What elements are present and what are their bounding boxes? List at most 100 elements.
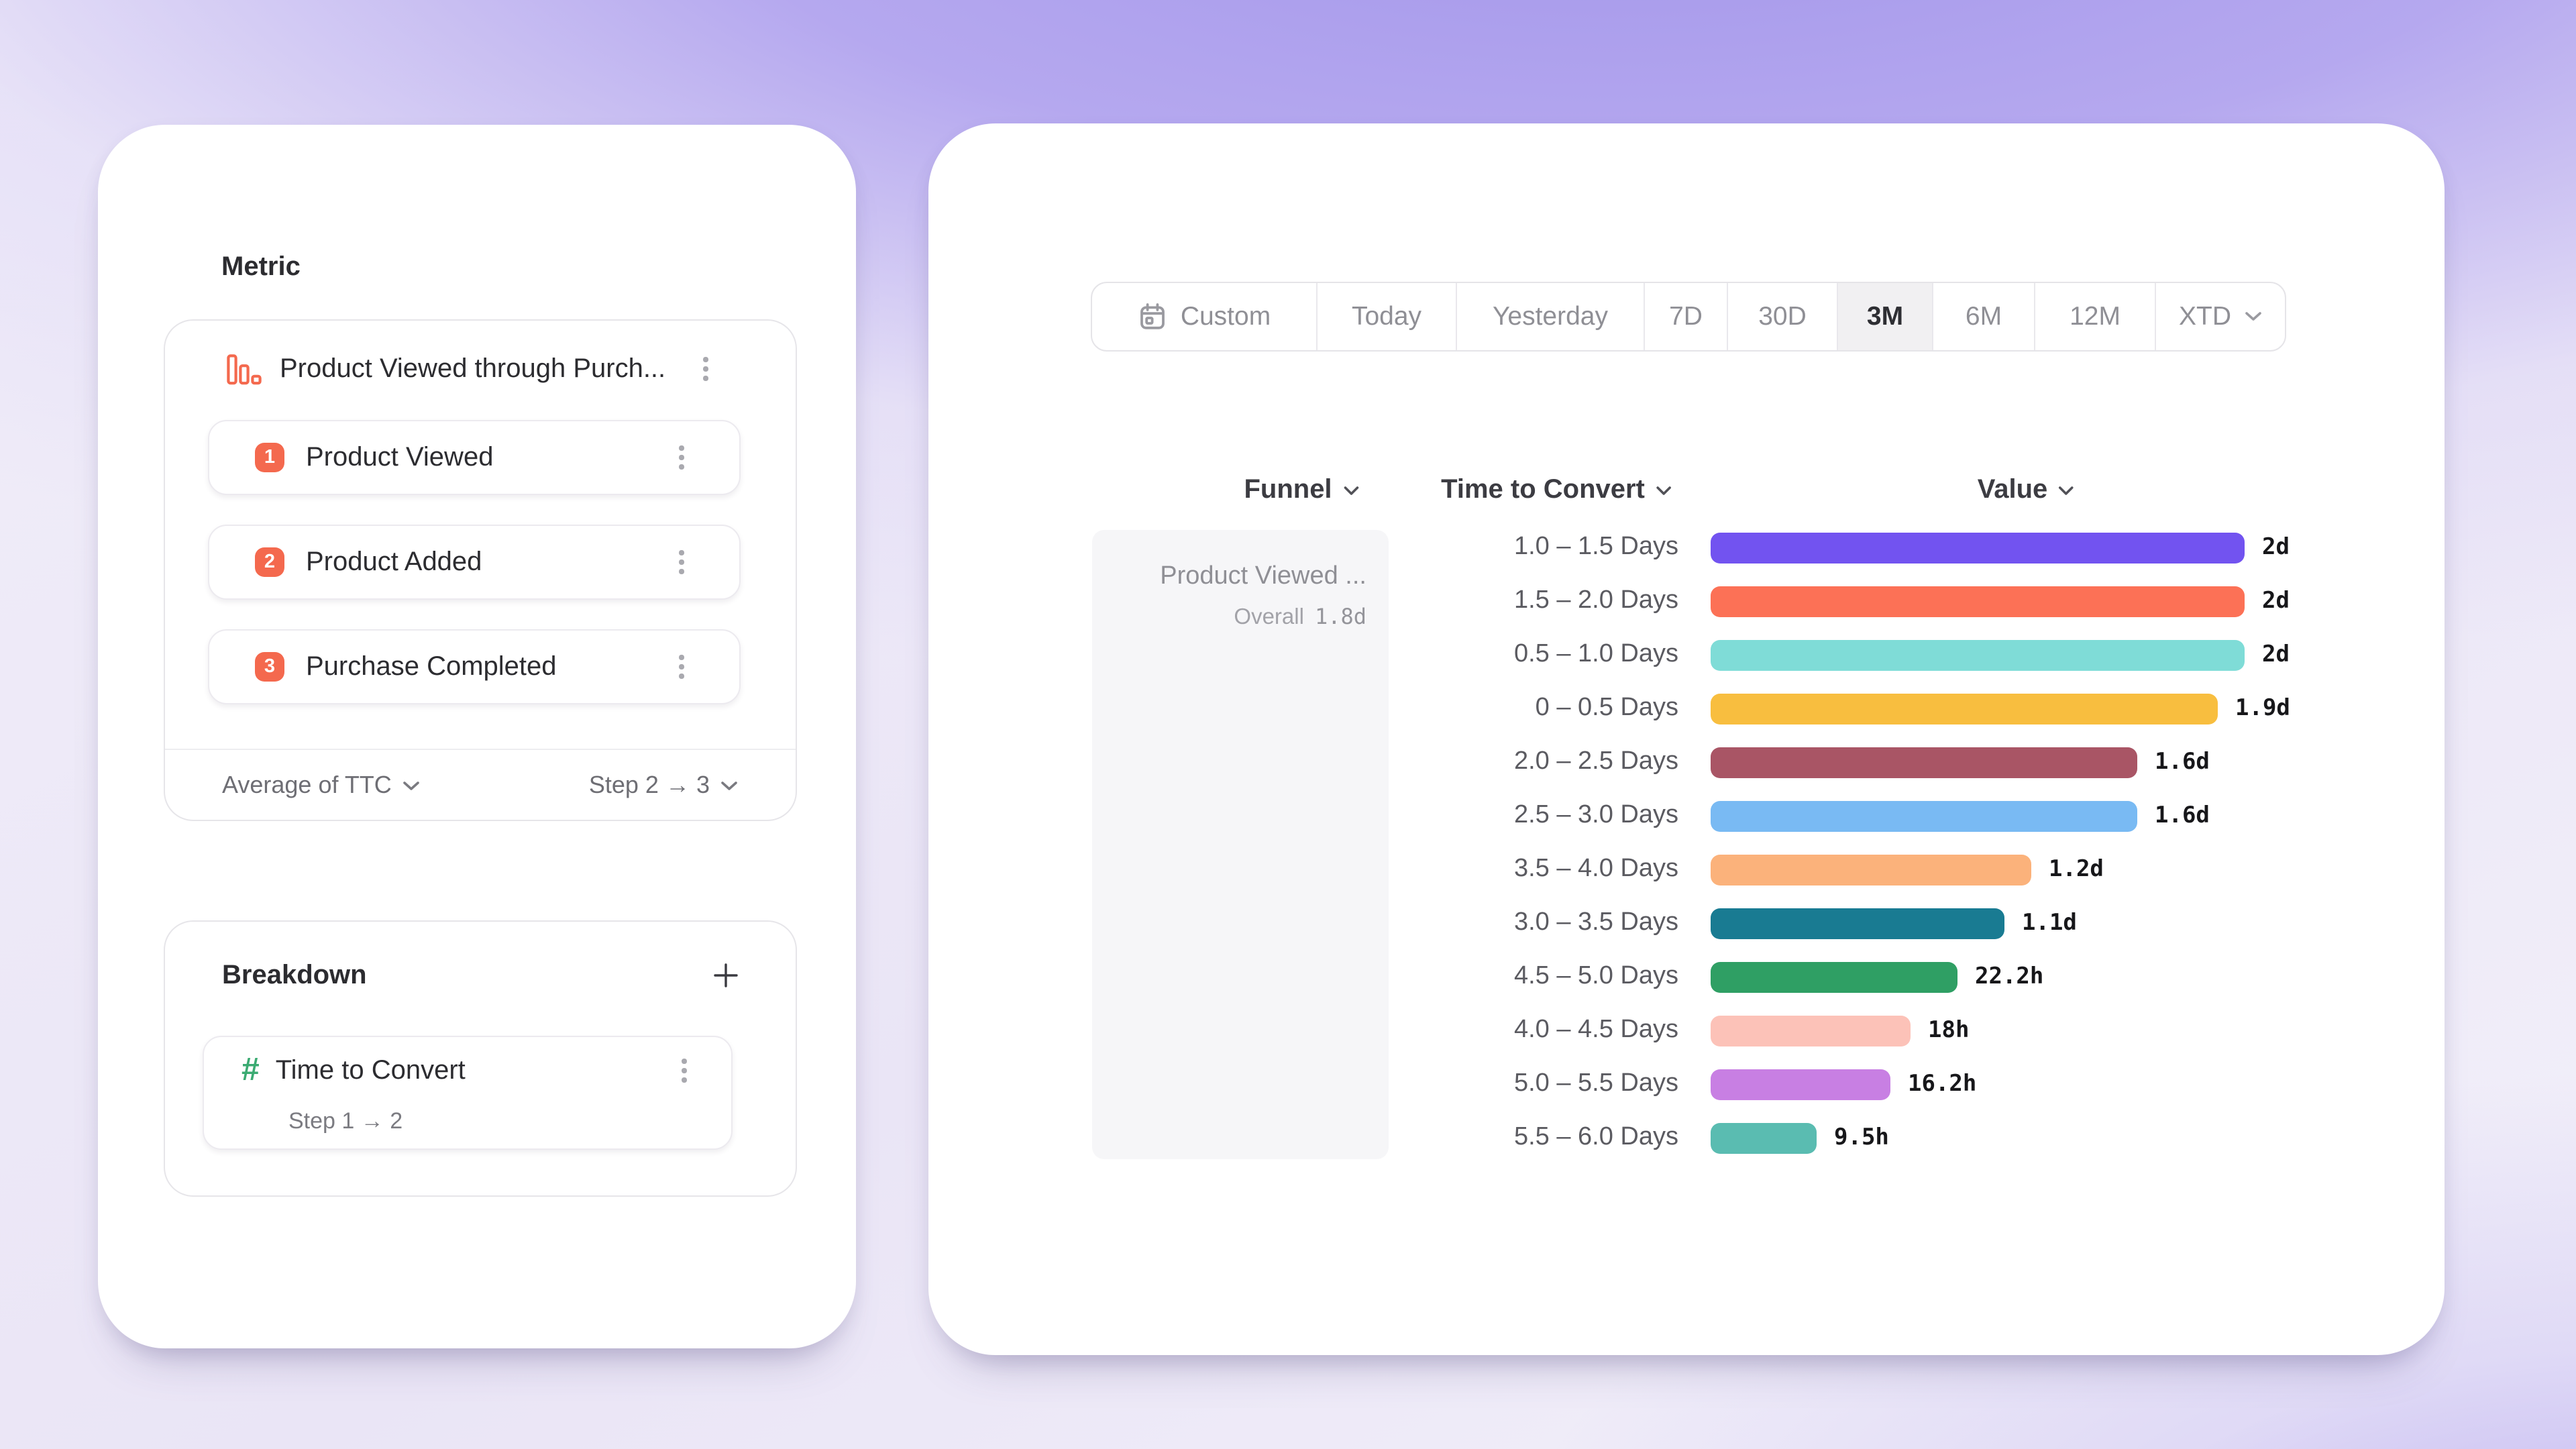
date-segment-6m[interactable]: 6M	[1933, 283, 2035, 350]
bar[interactable]	[1711, 1122, 1817, 1153]
bucket-label: 0 – 0.5 Days	[1535, 694, 1678, 722]
bar[interactable]	[1711, 1015, 1911, 1046]
overall-label: Overall	[1234, 604, 1304, 629]
breakdown-heading: Breakdown	[222, 960, 367, 989]
bar[interactable]	[1711, 854, 2031, 885]
funnel-metric-row[interactable]: Product Viewed through Purch...	[164, 331, 796, 407]
date-segment-12m[interactable]: 12M	[2035, 283, 2156, 350]
chevron-down-icon	[2059, 486, 2074, 494]
bucket-label: 2.0 – 2.5 Days	[1513, 747, 1678, 775]
bar[interactable]	[1711, 693, 2218, 724]
metric-heading: Metric	[221, 252, 301, 282]
bucket-label: 1.0 – 1.5 Days	[1513, 533, 1678, 561]
date-segment-yesterday[interactable]: Yesterday	[1457, 283, 1645, 350]
date-segment-label: Today	[1351, 301, 1422, 331]
step-number-badge: 1	[255, 443, 284, 472]
bar[interactable]	[1711, 747, 2137, 777]
breakdown-item-substep: Step 1 → 2	[288, 1108, 403, 1134]
chevron-down-icon	[1656, 486, 1671, 494]
bar-chart: 1.0 – 1.5 Days 2d 1.5 – 2.0 Days 2d 0.5 …	[1422, 521, 2290, 1165]
bar[interactable]	[1711, 1069, 1890, 1099]
chart-row: 2.5 – 3.0 Days 1.6d	[1422, 789, 2290, 843]
column-header-label: Funnel	[1244, 475, 1332, 504]
bucket-label: 2.5 – 3.0 Days	[1513, 801, 1678, 829]
bar-value: 1.6d	[2155, 802, 2210, 829]
bar-value: 2d	[2262, 534, 2290, 561]
date-segment-label: 3M	[1866, 301, 1904, 331]
step-label: Product Added	[306, 547, 482, 576]
bucket-label: 4.5 – 5.0 Days	[1513, 962, 1678, 990]
chart-row: 3.5 – 4.0 Days 1.2d	[1422, 843, 2290, 896]
funnel-step-card[interactable]: 2 Product Added	[208, 525, 741, 600]
bar-value: 22.2h	[1975, 963, 2044, 990]
chart-row: 0.5 – 1.0 Days 2d	[1422, 628, 2290, 682]
aggregation-dropdown-label: Average of TTC	[222, 771, 392, 798]
column-header-value[interactable]: Value	[1978, 475, 2075, 506]
metric-footer-divider	[164, 749, 796, 750]
step-label: Product Viewed	[306, 442, 494, 472]
breakdown-item-label: Time to Convert	[275, 1055, 466, 1085]
bucket-label: 5.0 – 5.5 Days	[1513, 1069, 1678, 1097]
funnel-step-card[interactable]: 3 Purchase Completed	[208, 629, 741, 704]
metric-footer: Average of TTC Step 2 → 3	[164, 751, 796, 820]
step-number-badge: 3	[255, 652, 284, 682]
breakdown-item-card[interactable]: # Time to Convert Step 1 → 2	[203, 1036, 733, 1150]
step-range-dropdown[interactable]: Step 2 → 3	[589, 771, 738, 800]
chevron-down-icon	[2245, 312, 2261, 321]
funnel-chart-icon	[226, 354, 261, 384]
metric-panel: Product Viewed through Purch... 1 Produc…	[163, 319, 797, 821]
column-header-funnel[interactable]: Funnel	[1244, 475, 1358, 506]
bar-value: 1.9d	[2235, 695, 2290, 722]
date-segment-7d[interactable]: 7D	[1645, 283, 1728, 350]
kebab-menu-icon[interactable]	[688, 349, 723, 389]
add-breakdown-button[interactable]	[710, 959, 742, 991]
funnel-metric-title: Product Viewed through Purch...	[280, 354, 666, 383]
kebab-menu-icon[interactable]	[664, 542, 699, 582]
bar-value: 18h	[1928, 1017, 1970, 1044]
overall-value: 1.8d	[1314, 603, 1366, 629]
bar-value: 2d	[2262, 641, 2290, 668]
bucket-label: 0.5 – 1.0 Days	[1513, 640, 1678, 668]
plus-icon	[714, 963, 738, 987]
bar[interactable]	[1711, 908, 2004, 938]
bar[interactable]	[1711, 586, 2245, 616]
funnel-cell-title: Product Viewed ...	[1160, 561, 1366, 590]
funnel-step-card[interactable]: 1 Product Viewed	[208, 420, 741, 495]
date-segment-label: XTD	[2179, 301, 2231, 331]
bucket-label: 5.5 – 6.0 Days	[1513, 1123, 1678, 1151]
kebab-menu-icon[interactable]	[664, 647, 699, 687]
bar-value: 2d	[2262, 588, 2290, 614]
results-card: Custom Today Yesterday 7D 30D 3M 6M 12M XTD Funn…	[928, 123, 2445, 1355]
date-segment-3m[interactable]: 3M	[1838, 283, 1933, 350]
chevron-down-icon	[403, 781, 419, 790]
bar[interactable]	[1711, 800, 2137, 831]
aggregation-dropdown[interactable]: Average of TTC	[222, 771, 420, 800]
column-header-time-to-convert[interactable]: Time to Convert	[1441, 475, 1672, 506]
bucket-label: 4.0 – 4.5 Days	[1513, 1016, 1678, 1044]
chart-row: 5.0 – 5.5 Days 16.2h	[1422, 1057, 2290, 1111]
date-segment-today[interactable]: Today	[1318, 283, 1457, 350]
bucket-label: 3.5 – 4.0 Days	[1513, 855, 1678, 883]
column-header-label: Value	[1977, 475, 2048, 504]
chart-row: 4.5 – 5.0 Days 22.2h	[1422, 950, 2290, 1004]
bucket-label: 3.0 – 3.5 Days	[1513, 908, 1678, 936]
bar-value: 16.2h	[1908, 1071, 1977, 1097]
calendar-icon	[1140, 303, 1165, 329]
bar[interactable]	[1711, 961, 1957, 992]
breakdown-panel: Breakdown # Time to Convert Step 1 → 2	[163, 920, 797, 1197]
kebab-menu-icon[interactable]	[664, 437, 699, 478]
date-segment-custom[interactable]: Custom	[1092, 283, 1318, 350]
date-segment-xtd[interactable]: XTD	[2156, 283, 2285, 350]
bar[interactable]	[1711, 532, 2245, 563]
query-builder-card: Metric Product Viewed through Purch... 1…	[98, 125, 856, 1348]
chart-row: 5.5 – 6.0 Days 9.5h	[1422, 1111, 2290, 1165]
funnel-cell-overall: Overall 1.8d	[1091, 603, 1366, 630]
bar[interactable]	[1711, 639, 2245, 670]
kebab-menu-icon[interactable]	[667, 1051, 702, 1091]
chart-row: 0 – 0.5 Days 1.9d	[1422, 682, 2290, 735]
date-segment-label: 12M	[2070, 301, 2121, 331]
date-segment-label: 30D	[1758, 301, 1807, 331]
date-segment-30d[interactable]: 30D	[1728, 283, 1838, 350]
funnel-cell[interactable]: Product Viewed ... Overall 1.8d	[1091, 529, 1388, 1159]
